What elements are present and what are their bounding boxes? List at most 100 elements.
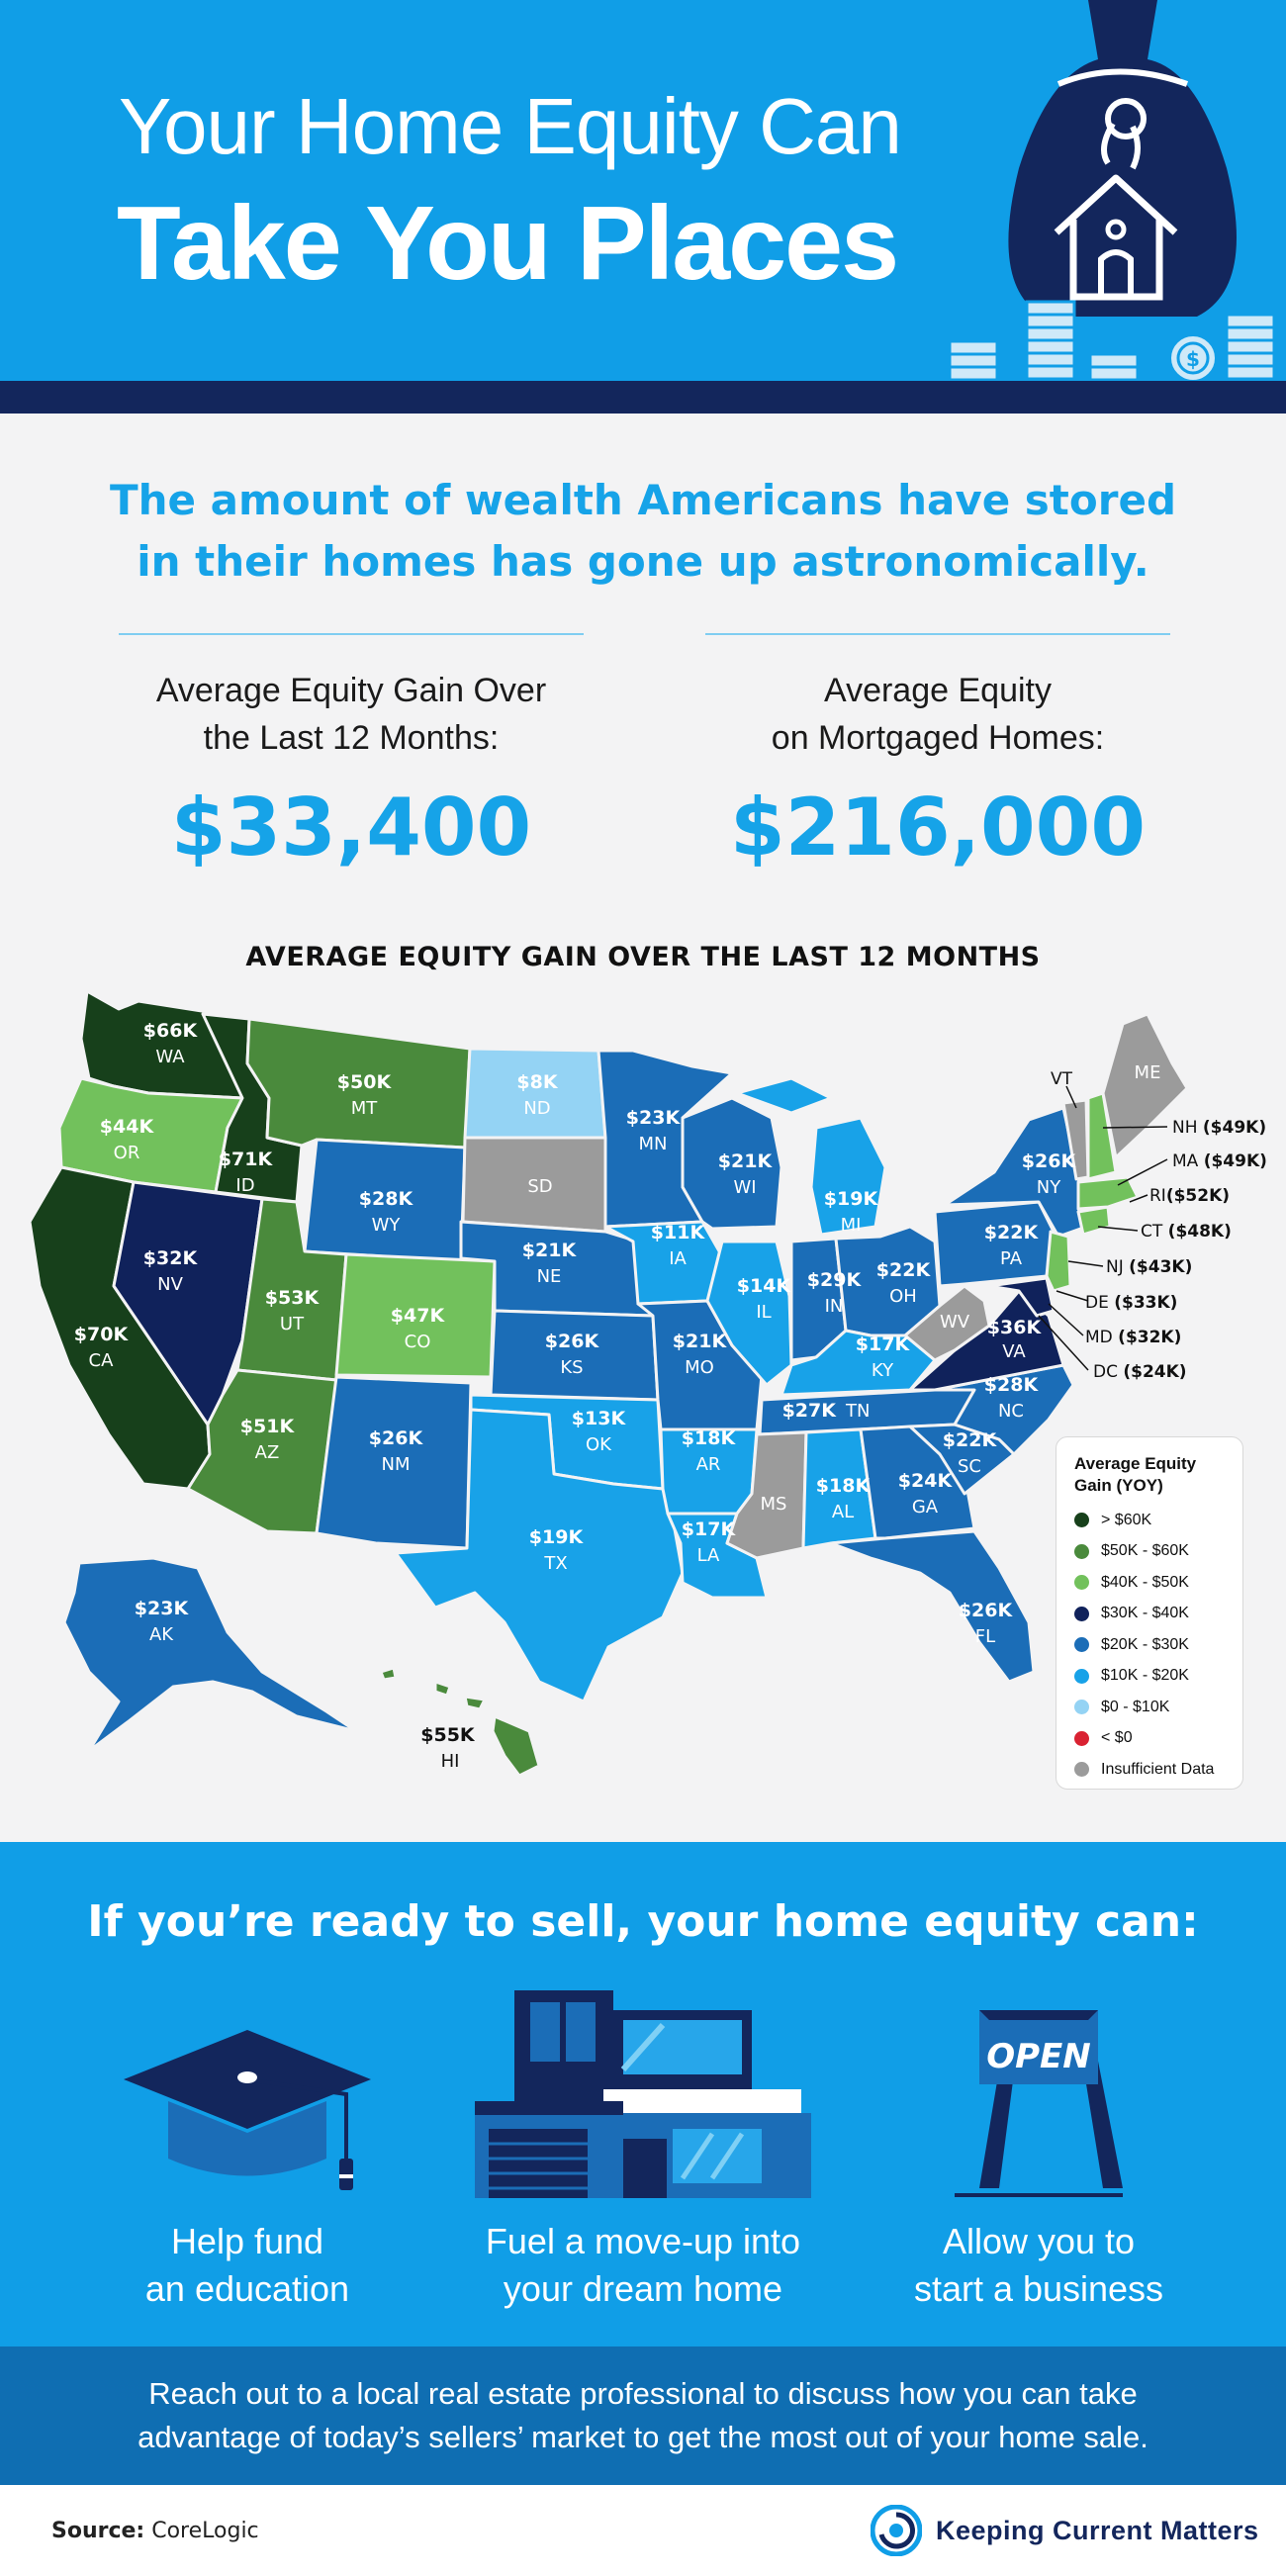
intro-heading: The amount of wealth Americans have stor… [0, 470, 1286, 593]
open-sign-text: OPEN [986, 2037, 1091, 2076]
state-abbr-wv: WV [940, 1312, 970, 1333]
svg-text:$55K HI: $55K HI [420, 1724, 479, 1772]
brand-name: Keeping Current Matters [936, 2515, 1259, 2545]
legend-swatch [1074, 1668, 1089, 1684]
us-equity-map: $66K WA $44K OR $70K CA $71K ID $32K NV $50K M… [28, 989, 1267, 1778]
state-abbr-ok: OK [586, 1434, 612, 1455]
state-pa [933, 1200, 1056, 1288]
state-abbr-nm: NM [382, 1454, 411, 1475]
state-nj [1045, 1230, 1072, 1293]
cta-text: Reach out to a local real estate profess… [0, 2372, 1286, 2459]
state-value-ok: $13K [572, 1408, 627, 1429]
benefit-caption-line-1: Help fund [170, 2221, 324, 2261]
source-value: CoreLogic [151, 2519, 259, 2543]
legend-label: $0 - $10K [1101, 1698, 1170, 1715]
state-abbr-ms: MS [761, 1494, 787, 1515]
state-abbr-ut: UT [280, 1314, 305, 1334]
svg-text:$: $ [1186, 347, 1200, 371]
state-abbr-mi: MI [841, 1215, 862, 1236]
stat-label-line-2: on Mortgaged Homes: [771, 719, 1105, 757]
graduation-cap-icon [124, 2030, 371, 2190]
state-abbr-la: LA [697, 1545, 720, 1566]
legend-label: $30K - $40K [1101, 1605, 1189, 1622]
state-abbr-az: AZ [255, 1442, 280, 1463]
state-abbr-ks: KS [560, 1357, 583, 1378]
state-value-ar: $18K [682, 1427, 737, 1449]
state-value-or: $44K [100, 1116, 155, 1138]
benefit-dream-home: Fuel a move-up into your dream home [455, 1990, 831, 2313]
state-hi [379, 1666, 541, 1778]
state-value-tn: $27K [782, 1400, 838, 1422]
header-divider-band [0, 381, 1286, 414]
state-abbr-ny: NY [1037, 1177, 1061, 1198]
divider [705, 633, 1170, 635]
svg-text:MA ($49K): MA ($49K) [1172, 1151, 1267, 1171]
legend-label: $10K - $20K [1101, 1667, 1189, 1685]
state-abbr-ca: CA [89, 1350, 115, 1371]
stat-label-line-2: the Last 12 Months: [203, 719, 500, 757]
callout-nj-value: ($43K) [1129, 1257, 1192, 1277]
callout-ri-abbr: RI [1149, 1186, 1166, 1206]
legend-swatch [1074, 1730, 1089, 1746]
money-bag-icon: $ [950, 0, 1276, 381]
brand-logo[interactable]: Keeping Current Matters [871, 2505, 1259, 2556]
state-nm [315, 1375, 473, 1550]
stat-label: Average Equity on Mortgaged Homes: [705, 667, 1170, 762]
svg-text:MD ($32K): MD ($32K) [1085, 1328, 1181, 1347]
state-abbr-al: AL [832, 1502, 854, 1522]
state-abbr-ar: AR [696, 1454, 721, 1475]
callout-nh-abbr: NH [1172, 1118, 1198, 1138]
callout-ct-abbr: CT [1141, 1222, 1163, 1242]
state-value-ca: $70K [74, 1324, 130, 1345]
callout-dc-abbr: DC [1093, 1362, 1118, 1382]
benefit-caption-line-1: Allow you to [942, 2221, 1136, 2261]
state-ma [1076, 1175, 1140, 1211]
state-value-ne: $21K [522, 1240, 578, 1261]
header-banner: Your Home Equity Can Take You Places $ [0, 0, 1286, 381]
callout-ri-value: ($52K) [1166, 1186, 1230, 1206]
benefit-caption-line-2: start a business [913, 2268, 1164, 2309]
benefits-section: If you’re ready to sell, your home equit… [0, 1842, 1286, 2346]
state-value-ks: $26K [545, 1331, 600, 1352]
legend-item: Insufficient Data [1074, 1754, 1225, 1786]
state-abbr-ne: NE [537, 1266, 562, 1287]
svg-text:MS: MS [761, 1494, 787, 1515]
legend-item: > $60K [1074, 1505, 1225, 1536]
legend-title-line-2: Gain (YOY) [1074, 1476, 1163, 1495]
state-abbr-fl: FL [975, 1626, 995, 1647]
state-abbr-me: ME [1135, 1062, 1161, 1083]
state-value-pa: $22K [984, 1222, 1040, 1243]
legend-item: < $0 [1074, 1723, 1225, 1755]
state-abbr-mo: MO [685, 1357, 714, 1378]
state-abbr-wi: WI [733, 1177, 756, 1198]
state-abbr-in: IN [825, 1296, 844, 1317]
state-value-ut: $53K [265, 1287, 321, 1309]
state-abbr-tx: TX [543, 1553, 567, 1574]
state-value-hi: $55K [420, 1724, 476, 1746]
kcm-swirl-icon [871, 2505, 922, 2556]
title-line-2: Take You Places [117, 185, 899, 302]
state-abbr-sc: SC [958, 1456, 981, 1477]
svg-text:CT ($48K): CT ($48K) [1141, 1222, 1232, 1242]
state-abbr-il: IL [756, 1302, 771, 1323]
state-value-mt: $50K [337, 1071, 393, 1093]
state-abbr-ak: AK [149, 1624, 174, 1645]
svg-text:DC ($24K): DC ($24K) [1093, 1362, 1187, 1382]
stat-label-line-1: Average Equity [824, 672, 1052, 709]
benefit-caption-line-2: an education [144, 2268, 350, 2309]
legend-item: $50K - $60K [1074, 1536, 1225, 1568]
call-to-action: Reach out to a local real estate profess… [0, 2346, 1286, 2485]
stat-value: $216,000 [729, 782, 1147, 874]
